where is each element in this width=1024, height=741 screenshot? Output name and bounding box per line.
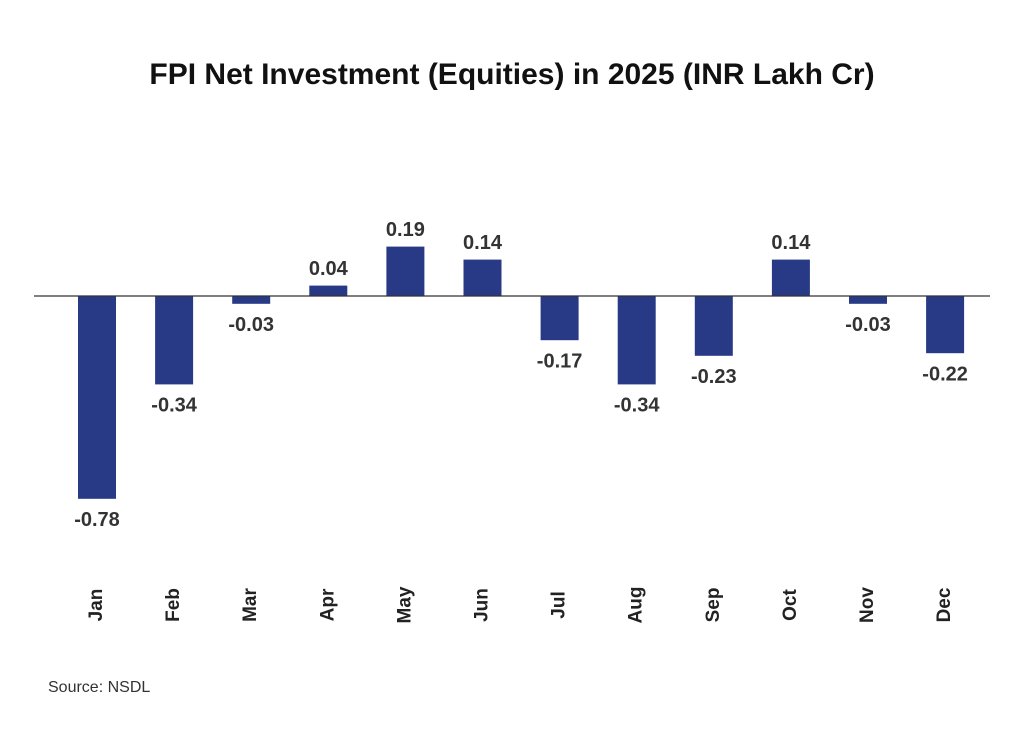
bar [540, 296, 579, 341]
data-label: -0.03 [845, 314, 891, 336]
x-tick-label: Mar [240, 588, 261, 622]
bar [78, 296, 116, 499]
chart-title: FPI Net Investment (Equities) in 2025 (I… [149, 58, 874, 91]
data-label: 0.19 [386, 219, 425, 241]
data-label: 0.14 [463, 232, 503, 254]
bar [849, 296, 887, 304]
bar [232, 296, 271, 304]
x-tick-label: Apr [317, 588, 338, 621]
x-tick-label: Jun [472, 588, 493, 622]
bar [617, 296, 656, 385]
bar [694, 296, 733, 356]
x-tick-label: Dec [934, 587, 955, 622]
data-label: 0.14 [771, 232, 811, 254]
data-label: -0.22 [922, 363, 968, 385]
x-tick-label: Feb [163, 588, 184, 622]
bar [309, 285, 348, 296]
data-label: -0.34 [151, 395, 197, 417]
data-label: -0.03 [228, 314, 274, 336]
x-tick-label: Jan [86, 589, 107, 622]
data-label: -0.34 [614, 395, 660, 417]
x-tick-label: Oct [780, 588, 801, 620]
data-label: -0.17 [537, 350, 583, 372]
x-tick-label: Nov [857, 587, 878, 623]
bar [771, 259, 810, 296]
bar [463, 259, 502, 296]
x-tick-label: May [394, 586, 415, 623]
source-note: Source: NSDL [48, 679, 150, 696]
bar [386, 246, 425, 296]
x-tick-label: Sep [703, 588, 724, 623]
bar [926, 296, 965, 354]
bar [155, 296, 194, 385]
x-tick-label: Jul [549, 591, 570, 618]
data-label: -0.23 [691, 366, 737, 388]
data-label: 0.04 [309, 258, 349, 280]
data-label: -0.78 [74, 509, 120, 531]
x-tick-label: Aug [626, 587, 647, 624]
